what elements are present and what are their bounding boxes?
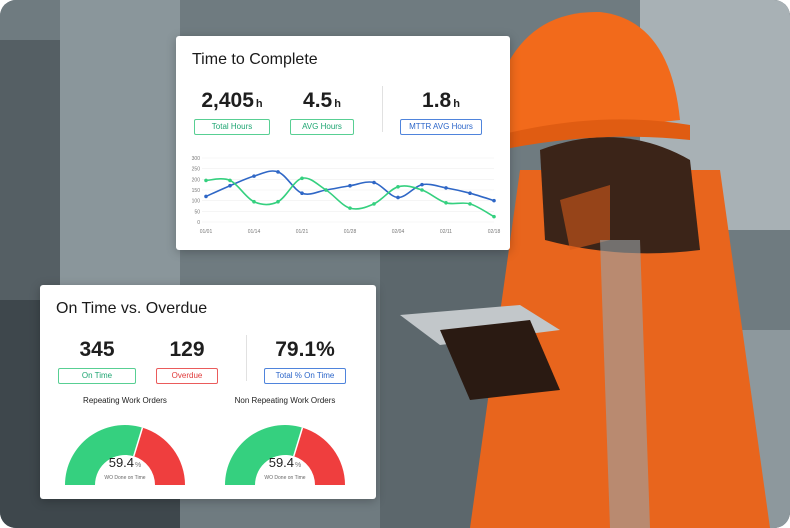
data-point <box>252 174 256 178</box>
gauge-percent-sign: % <box>135 462 142 469</box>
avg-hours-badge: AVG Hours <box>290 119 354 135</box>
repeating-work-orders-gauge <box>65 425 185 485</box>
divider <box>246 335 247 381</box>
data-point <box>324 188 328 192</box>
data-point <box>276 199 280 204</box>
overdue-metric: 129 Overdue <box>156 338 218 384</box>
data-point <box>492 198 496 203</box>
data-point <box>300 191 304 195</box>
time-to-complete-line-chart: 0 50 100 150 200 250 300 01/01 01/14 01/21 01/28 02… <box>192 156 501 235</box>
mttr-avg-hours-badge: MTTR AVG Hours <box>400 119 482 135</box>
gauge-separator <box>133 427 144 457</box>
metric-value: 79.1% <box>275 338 335 361</box>
gauge-on-time-segment <box>65 425 143 485</box>
data-point <box>348 206 352 210</box>
gauge-percent-sign: % <box>295 462 302 469</box>
data-point <box>444 201 448 205</box>
total-on-time-metric: 79.1% Total % On Time <box>264 338 346 384</box>
total-on-time-badge: Total % On Time <box>264 368 346 384</box>
x-tick-label: 01/01 <box>200 229 213 235</box>
data-point <box>396 185 400 189</box>
y-tick-label: 150 <box>192 188 201 194</box>
gauge-on-time-segment <box>225 425 303 485</box>
divider <box>382 86 383 132</box>
data-point <box>372 202 376 206</box>
x-tick-label: 01/21 <box>296 229 309 235</box>
total-hours-badge: Total Hours <box>194 119 270 135</box>
metric-value: 4.5 <box>303 89 333 112</box>
gauge-title: Repeating Work Orders <box>83 396 167 405</box>
on-time-badge: On Time <box>58 368 136 384</box>
data-point <box>204 178 208 183</box>
gauge-caption: WO Done on Time <box>104 475 146 481</box>
avg-hours-metric: 4.5 h AVG Hours <box>290 89 354 135</box>
data-point <box>228 183 232 188</box>
gauge-caption: WO Done on Time <box>264 475 306 481</box>
non-repeating-work-orders-gauge <box>225 425 345 485</box>
x-tick-label: 02/18 <box>488 229 501 235</box>
x-tick-label: 02/11 <box>440 229 452 235</box>
metric-value: 2,405 <box>201 89 254 112</box>
y-tick-label: 0 <box>197 220 200 226</box>
gauge-separator <box>293 427 304 457</box>
x-tick-label: 01/28 <box>344 229 357 235</box>
card-title: On Time vs. Overdue <box>56 300 208 317</box>
data-point <box>468 191 472 195</box>
x-tick-label: 01/14 <box>248 229 261 235</box>
data-point <box>420 188 424 192</box>
data-point <box>444 186 448 190</box>
data-point <box>300 176 304 181</box>
metric-unit: h <box>334 98 341 110</box>
data-point <box>492 214 496 219</box>
data-point <box>204 194 208 199</box>
metric-unit: h <box>453 98 460 110</box>
data-point <box>396 195 400 200</box>
on-time-metric: 345 On Time <box>58 338 136 384</box>
data-point <box>420 182 424 187</box>
series-line <box>205 177 495 218</box>
data-point <box>348 183 352 188</box>
data-point <box>276 170 280 174</box>
data-point <box>252 199 256 204</box>
overdue-badge: Overdue <box>156 368 218 384</box>
gauge-value: 59.4 <box>108 455 135 470</box>
y-tick-label: 200 <box>192 177 201 183</box>
y-tick-label: 100 <box>192 199 201 205</box>
metric-value: 345 <box>79 338 115 361</box>
on-time-vs-overdue-card: On Time vs. Overdue 345 On Time 129 Over… <box>40 285 376 499</box>
y-tick-label: 300 <box>192 156 201 162</box>
mttr-avg-hours-metric: 1.8 h MTTR AVG Hours <box>400 89 482 135</box>
card-title: Time to Complete <box>192 51 318 68</box>
x-tick-label: 02/04 <box>392 229 405 235</box>
gauge-overdue-segment <box>293 427 345 485</box>
data-point <box>372 180 376 185</box>
metric-value: 129 <box>169 338 205 361</box>
metric-value: 1.8 <box>422 89 452 112</box>
data-point <box>468 202 472 206</box>
gauge-value: 59.4 <box>268 455 295 470</box>
gauge-overdue-segment <box>133 427 185 485</box>
time-to-complete-card: Time to Complete 2,405 h Total Hours 4.5 h… <box>176 36 510 250</box>
total-hours-metric: 2,405 h Total Hours <box>194 89 270 135</box>
y-tick-label: 50 <box>194 209 200 215</box>
y-tick-label: 250 <box>192 167 201 173</box>
gauge-title: Non Repeating Work Orders <box>234 396 336 405</box>
data-point <box>228 178 232 183</box>
metric-unit: h <box>255 98 263 110</box>
